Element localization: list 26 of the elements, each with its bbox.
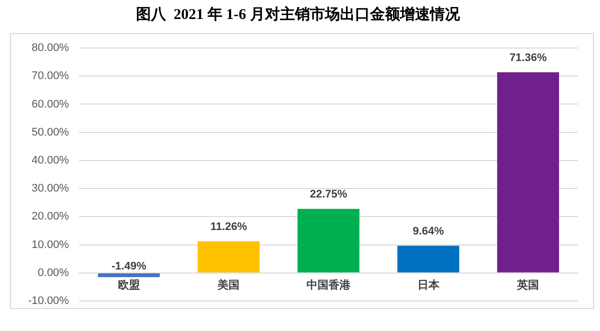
bar (198, 241, 260, 272)
x-tick-label: 日本 (417, 278, 440, 292)
y-tick-label: 50.00% (32, 126, 70, 138)
bar (497, 72, 560, 272)
x-tick-label: 美国 (216, 278, 240, 292)
chart-title: 图八 2021 年 1-6 月对主销市场出口金额增速情况 (136, 4, 461, 23)
y-tick-label: 70.00% (32, 70, 70, 82)
bar (298, 208, 360, 272)
y-tick-label: 40.00% (32, 154, 70, 166)
data-label: 22.75% (310, 188, 348, 200)
y-tick-label: -10.00% (28, 295, 70, 308)
y-tick-label: 10.00% (32, 238, 70, 251)
y-tick-label: 20.00% (32, 210, 70, 223)
y-tick-label: 80.00% (32, 42, 70, 54)
x-tick-label: 中国香港 (306, 278, 352, 292)
data-label: 9.64% (412, 225, 444, 238)
bar (397, 246, 460, 272)
data-label: 11.26% (210, 220, 248, 233)
bar (98, 273, 160, 278)
x-tick-label: 英国 (516, 278, 540, 292)
y-tick-label: 60.00% (32, 98, 70, 110)
x-tick-label: 欧盟 (118, 278, 140, 292)
y-tick-label: 0.00% (38, 266, 70, 279)
y-tick-label: 30.00% (32, 182, 70, 195)
data-label: -1.49% (111, 260, 147, 272)
data-label: 71.36% (509, 52, 547, 64)
